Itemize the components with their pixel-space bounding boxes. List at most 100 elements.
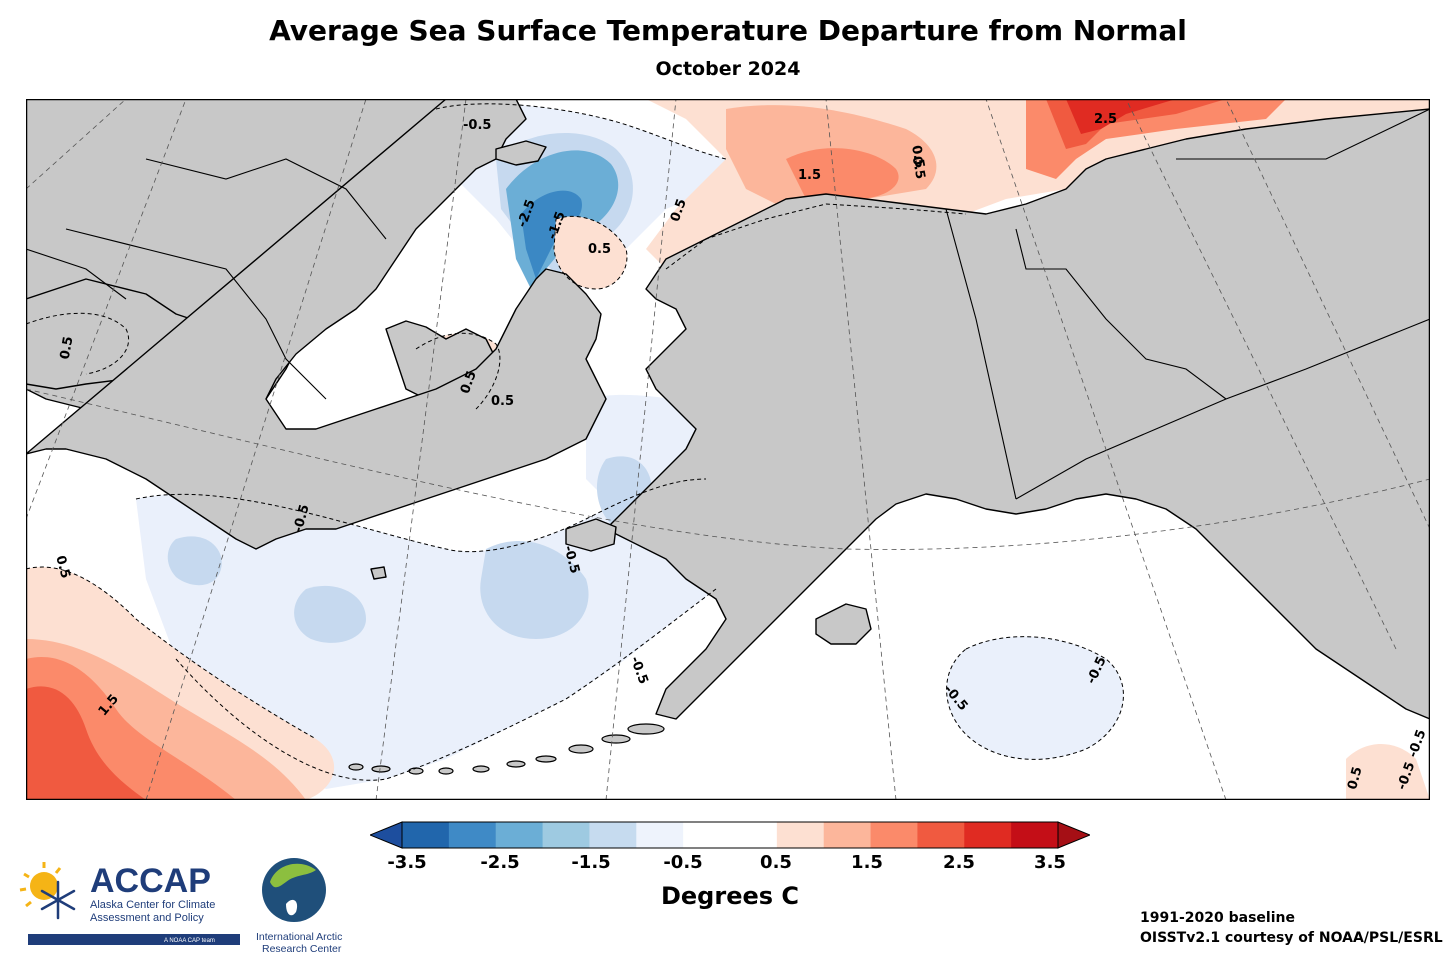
colorbar-tick-label: 2.5 [943, 852, 975, 873]
anomaly-region-bering-cool-broad [136, 479, 726, 789]
accap-name: ACCAP [90, 862, 211, 900]
graticule-line [1225, 99, 1430, 530]
contour-line [946, 636, 1124, 760]
accap-bar [28, 934, 240, 945]
aleutian-island [506, 760, 526, 768]
anomaly-region-eastsib-warm-3 [1066, 99, 1176, 134]
graticule-line [825, 99, 897, 800]
siberia-region-border [145, 158, 387, 240]
colorbar-segment [870, 822, 918, 848]
graticule-line [26, 99, 127, 190]
aleutian-island [371, 765, 391, 773]
graticule-line [26, 99, 187, 520]
colorbar-tick-label: 3.5 [1034, 852, 1066, 873]
anomaly-region-se-warm [1346, 744, 1430, 800]
aleutian-islands [348, 723, 665, 775]
colorbar-segment [730, 822, 778, 848]
aleutian-island [535, 755, 557, 763]
land-kodiak-island [815, 603, 872, 645]
accap-line2: Assessment and Policy [90, 912, 204, 924]
contour-label: 0.5 [909, 155, 928, 180]
political-boundaries [26, 108, 1430, 500]
contour-label: 0.5 [668, 197, 690, 224]
aleutian-island [472, 765, 490, 773]
anomaly-region-norton-warm [554, 216, 627, 289]
aleutian-island [438, 767, 454, 775]
graticule [26, 99, 1430, 800]
graticule-line [985, 99, 1227, 800]
anomaly-region-cool-mid-2 [294, 585, 366, 643]
contour-label: -0.5 [291, 503, 313, 534]
graticule-line [1125, 99, 1397, 650]
colorbar-segment [1011, 822, 1059, 848]
aleutian-island [348, 763, 364, 771]
contour-label: 0.5 [588, 242, 611, 257]
anomaly-region-cool-mid-1 [480, 540, 589, 639]
aleutian-island [627, 723, 665, 735]
contour-line [175, 588, 717, 781]
map-subtitle: October 2024 [655, 58, 801, 80]
baseline-note: 1991-2020 baseline [1140, 910, 1295, 926]
sun-icon [19, 862, 62, 908]
canada-territory-border [1015, 318, 1430, 500]
contour-lines [26, 103, 1124, 781]
colorbar-segment [589, 822, 637, 848]
land-chukotka-main [26, 99, 607, 550]
contour-line [415, 332, 501, 410]
alaska-canada-border [945, 208, 1017, 500]
contour-label: 0.5 [458, 369, 480, 396]
contour-label: -0.5 [463, 118, 491, 133]
aleutian-island [408, 767, 424, 775]
anomaly-region-gulf-cool [946, 636, 1124, 760]
graticule-line [605, 99, 677, 800]
anomaly-region-beaufort-warm-3 [786, 148, 899, 199]
contour-line [26, 312, 130, 375]
anomaly-region-sw-warm-4 [26, 686, 146, 800]
colorbar-segment [448, 822, 497, 848]
colorbar-segment [917, 822, 965, 848]
colorbar-segment [542, 822, 590, 848]
colorbar-tick-label: 1.5 [851, 852, 883, 873]
contour-line [553, 215, 628, 290]
colorbar-tick-label: -1.5 [571, 852, 611, 873]
land-masses [26, 99, 1430, 720]
contour-label: 0.5 [52, 554, 72, 580]
colorbar-segment [495, 822, 544, 848]
source-note: OISSTv2.1 courtesy of NOAA/PSL/ESRL [1140, 930, 1443, 946]
land-alaska-mainland [605, 108, 1430, 720]
colorbar-segments [402, 822, 1059, 848]
graticule-line [26, 388, 1430, 550]
contour-label: 1.5 [798, 168, 821, 183]
aleutian-island [601, 734, 631, 744]
canada-territory-border [1176, 108, 1430, 160]
anomaly-region-cool-mid-4 [167, 536, 222, 586]
colorbar-outline [401, 821, 1059, 849]
map-title: Average Sea Surface Temperature Departur… [269, 14, 1187, 47]
snowflake-icon [40, 880, 76, 920]
colorbar-label: Degrees C [660, 882, 800, 910]
globe-icon [262, 858, 326, 922]
colorbar-tick-label: -3.5 [387, 852, 427, 873]
colorbar-segment [402, 822, 450, 848]
accap-line1: Alaska Center for Climate [90, 899, 215, 911]
colorbar-tick-label: -2.5 [480, 852, 520, 873]
accap-tag: A NOAA CAP team [164, 938, 215, 944]
colorbar-segment [636, 822, 684, 848]
colorbar: -3.5 -2.5 -1.5 -0.5 0.5 1.5 2.5 3.5 Degr… [368, 820, 1092, 920]
map-border [26, 99, 1430, 800]
colorbar-segment [964, 822, 1012, 848]
sst-anomaly-map: -0.5 -2.5 -1.5 0.5 0.5 0.5 1.5 0.5 2.5 0… [26, 99, 1430, 800]
colorbar-over-arrow [1057, 821, 1092, 849]
contour-label: 0.5 [58, 335, 77, 360]
siberia-region-border [65, 228, 327, 400]
aleutian-island [568, 744, 594, 754]
contour-label: 0.5 [1345, 765, 1365, 791]
anomaly-region-chukchi-cool-3 [521, 190, 582, 279]
iarc-line2: Research Center [262, 943, 342, 955]
land-nunivak-island [565, 518, 617, 552]
contour-label: 2.5 [1094, 112, 1117, 127]
colorbar-swatches [368, 821, 1092, 849]
accap-logo: ACCAP Alaska Center for Climate Assessme… [14, 856, 250, 948]
land-st-matthew-island [370, 566, 387, 580]
iarc-logo: International Arctic Research Center [256, 852, 356, 956]
